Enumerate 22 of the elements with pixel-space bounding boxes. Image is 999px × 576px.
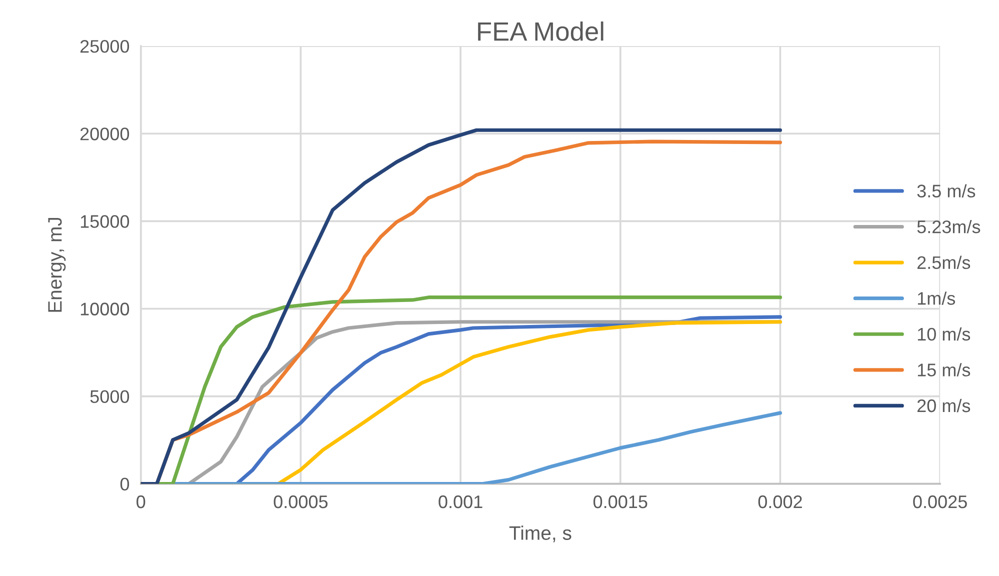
y-tick-label: 10000: [80, 302, 130, 316]
legend-label: 3.5 m/s: [917, 184, 976, 198]
x-tick-label: 0.0005: [274, 495, 328, 508]
legend-label: 20 m/s: [917, 398, 970, 412]
legend-label: 15 m/s: [918, 363, 970, 376]
chart-title: FEA Model: [478, 21, 604, 41]
legend-label: 2.5m/s: [917, 256, 970, 270]
y-tick-label: 5000: [90, 390, 130, 404]
x-tick-label: 0.0025: [913, 495, 967, 508]
x-tick-label: 0.001: [438, 495, 482, 508]
y-tick-label: 25000: [80, 40, 130, 53]
x-tick-label: 0: [136, 495, 146, 508]
legend-label: 5.23m/s: [917, 220, 980, 234]
x-tick-label: 0.0015: [593, 495, 648, 508]
legend-label: 1m/s: [918, 292, 956, 305]
y-tick-label: 20000: [80, 128, 130, 140]
legend-label: 10 m/s: [918, 327, 970, 341]
y-tick-label: 15000: [80, 215, 130, 228]
x-axis-title: Time, s: [509, 526, 572, 542]
y-tick-label: 0: [120, 478, 130, 491]
y-axis-title: Energy, mJ: [48, 218, 66, 312]
x-tick-label: 0.002: [758, 495, 802, 508]
